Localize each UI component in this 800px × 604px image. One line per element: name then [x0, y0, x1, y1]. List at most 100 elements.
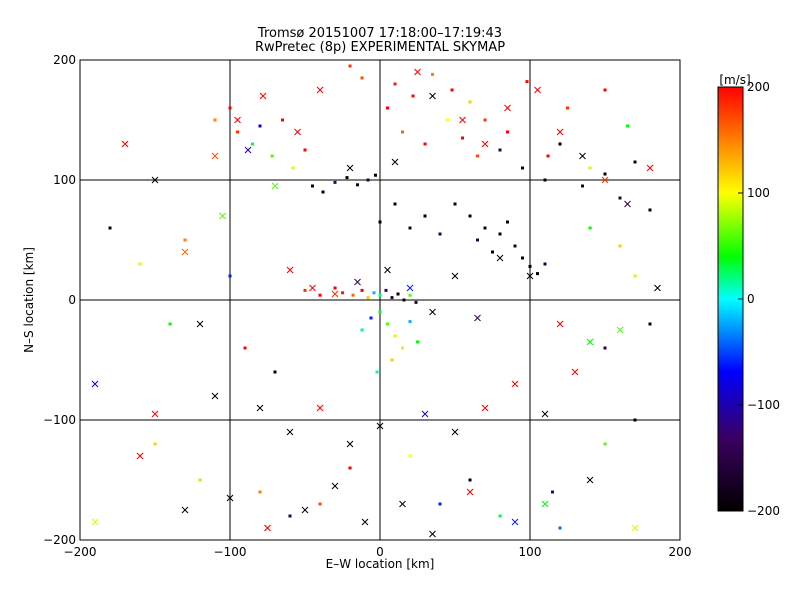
- data-point-cross: [196, 320, 204, 328]
- data-point-dot: [281, 118, 284, 122]
- data-point-cross: [399, 500, 406, 508]
- data-point-dot: [228, 274, 232, 278]
- data-point-dot: [378, 310, 382, 314]
- data-point-dot: [416, 340, 419, 344]
- data-point-dot: [525, 80, 529, 84]
- data-point-cross: [429, 92, 436, 100]
- data-point-dot: [408, 226, 412, 230]
- data-point-dot: [603, 442, 607, 446]
- data-point-cross: [459, 116, 466, 124]
- y-tick-label: 0: [68, 293, 76, 307]
- data-point-dot: [633, 160, 637, 164]
- data-point-cross: [496, 254, 504, 262]
- data-point-dot: [183, 238, 187, 242]
- data-point-cross: [391, 158, 399, 166]
- data-point-cross: [151, 176, 159, 184]
- data-point-dot: [351, 293, 355, 297]
- data-point-cross: [354, 278, 361, 286]
- data-point-cross: [556, 128, 564, 136]
- data-point-cross: [376, 422, 384, 430]
- data-point-dot: [431, 72, 434, 76]
- data-point-dot: [369, 316, 373, 320]
- data-point-dot: [588, 166, 592, 170]
- data-point-dot: [318, 502, 322, 506]
- data-point-dot: [311, 184, 314, 188]
- data-point-dot: [303, 288, 307, 292]
- data-point-dot: [498, 232, 502, 236]
- data-point-dot: [558, 526, 562, 530]
- data-point-dot: [408, 320, 412, 324]
- data-point-cross: [586, 476, 594, 484]
- x-tick-label: 0: [376, 545, 384, 559]
- colorbar-tick-label: −200: [747, 504, 780, 518]
- data-point-dot: [366, 296, 370, 300]
- y-axis-ticks: −200 −100 0 100 200: [43, 53, 680, 547]
- data-point-cross: [451, 272, 459, 280]
- data-point-dot: [618, 244, 622, 248]
- data-point-dot: [633, 274, 637, 278]
- data-point-cross: [211, 392, 219, 400]
- data-point-dot: [402, 298, 406, 302]
- data-point-dot: [386, 106, 389, 110]
- data-point-dot: [273, 370, 277, 374]
- data-point-cross: [579, 152, 586, 160]
- data-point-dot: [303, 148, 307, 152]
- data-point-cross: [181, 506, 189, 514]
- data-point-cross: [316, 404, 324, 412]
- data-point-cross: [226, 494, 234, 502]
- data-point-dot: [603, 88, 607, 92]
- data-point-dot: [450, 88, 454, 92]
- data-point-cross: [151, 410, 159, 418]
- data-point-cross: [136, 452, 144, 460]
- data-point-dot: [438, 502, 442, 506]
- data-marks: [91, 64, 661, 538]
- data-point-dot: [348, 466, 352, 470]
- data-point-dot: [138, 262, 142, 266]
- data-point-cross: [601, 176, 609, 184]
- x-tick-label: −100: [214, 545, 247, 559]
- data-point-cross: [474, 314, 481, 322]
- data-point-cross: [219, 212, 226, 220]
- chart-subtitle: RwPretec (8p) EXPERIMENTAL SKYMAP: [255, 40, 505, 55]
- data-point-dot: [390, 358, 394, 362]
- data-point-cross: [361, 518, 369, 526]
- colorbar-ticks: 200 100 0 −100 −200: [738, 80, 780, 518]
- data-point-dot: [360, 328, 364, 332]
- colorbar-tick-label: −100: [747, 398, 780, 412]
- data-point-dot: [581, 184, 584, 188]
- data-point-dot: [603, 346, 607, 350]
- data-point-dot: [213, 118, 217, 122]
- data-point-cross: [294, 128, 301, 136]
- data-point-dot: [546, 154, 550, 158]
- data-point-cross: [286, 428, 294, 436]
- data-point-cross: [481, 140, 489, 148]
- data-point-dot: [251, 142, 254, 146]
- data-point-cross: [624, 200, 631, 208]
- data-point-cross: [556, 320, 564, 328]
- data-point-dot: [468, 478, 472, 482]
- data-point-cross: [526, 272, 534, 280]
- data-point-dot: [476, 154, 479, 158]
- data-point-dot: [384, 288, 388, 292]
- data-point-dot: [258, 124, 262, 128]
- data-point-cross: [429, 308, 436, 316]
- data-point-dot: [393, 334, 397, 338]
- colorbar-label: [m/s]: [719, 73, 750, 87]
- data-point-cross: [211, 152, 219, 160]
- data-point-dot: [333, 286, 337, 290]
- data-point-dot: [291, 166, 295, 170]
- data-point-dot: [236, 130, 239, 134]
- data-point-cross: [481, 404, 489, 412]
- data-point-dot: [498, 514, 502, 518]
- data-point-cross: [384, 266, 391, 274]
- y-tick-label: 200: [53, 53, 76, 67]
- data-point-dot: [360, 288, 364, 292]
- data-point-dot: [372, 291, 376, 295]
- data-point-dot: [374, 173, 377, 177]
- data-point-cross: [181, 248, 189, 256]
- data-point-cross: [346, 164, 354, 172]
- data-point-dot: [414, 300, 418, 304]
- data-point-dot: [321, 190, 325, 194]
